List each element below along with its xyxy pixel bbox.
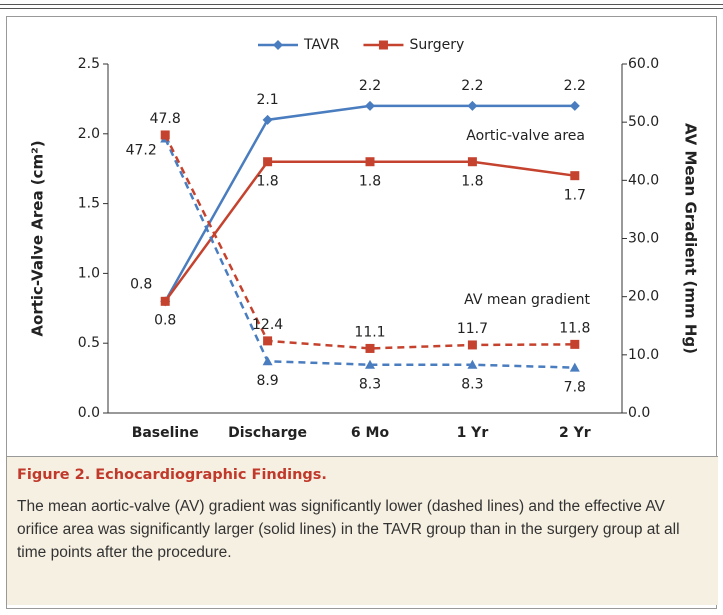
marker [365,157,375,167]
y2-tick-label: 0.0 [628,405,650,421]
caption-heading: Figure 2. Echocardiographic Findings. [17,467,708,483]
marker [570,171,580,181]
x-tick-label: 2 Yr [559,425,591,441]
value-label: 11.1 [354,324,385,340]
series-line [164,137,575,369]
marker [569,362,580,372]
value-label: 1.8 [359,174,381,190]
marker [467,340,477,350]
y-axis-label: Aortic-Valve Area (cm²) [29,140,47,336]
figure-label: Figure 2. [17,467,91,483]
y-tick-label: 2.5 [78,56,100,72]
marker [262,114,273,125]
marker [569,100,580,111]
y-tick-label: 1.0 [78,265,100,281]
y-tick-label: 2.0 [78,126,100,142]
value-label: 1.7 [564,188,586,204]
y-tick-label: 0.5 [78,335,100,351]
value-label: 8.9 [256,373,278,389]
value-label: 1.8 [461,174,483,190]
x-tick-label: Discharge [228,425,307,441]
marker [365,359,375,369]
y-tick-label: 0.0 [78,405,100,421]
y2-tick-label: 20.0 [628,289,659,305]
x-tick-label: 6 Mo [351,425,390,441]
value-label: 0.8 [130,276,152,292]
marker [160,130,170,140]
top-rule [0,4,723,9]
value-label: 2.2 [564,78,586,94]
y2-tick-label: 40.0 [628,172,659,188]
x-tick-label: Baseline [132,425,199,441]
marker [467,100,478,111]
marker [263,336,273,346]
value-label: 7.8 [564,380,586,396]
value-label: 8.3 [461,377,483,393]
x-tick-label: 1 Yr [457,425,489,441]
value-label: 11.7 [457,321,488,337]
marker [263,157,273,167]
chart: 0.0 0.5 1.0 1.5 2.0 2.5 0.0 10.0 20.0 30.0 40.0 50.… [29,37,700,441]
marker [570,339,580,349]
marker [365,343,375,353]
value-label: 12.4 [252,317,283,333]
value-label: 47.2 [126,142,157,158]
marker [365,100,375,111]
y2-tick-label: 60.0 [628,56,659,72]
value-label: 2.1 [256,92,278,108]
y-tick-label: 1.5 [78,196,100,212]
value-label: 2.2 [461,78,483,94]
annotation: AV mean gradient [464,292,590,308]
y2-tick-label: 50.0 [628,114,659,130]
marker [378,40,388,50]
value-label: 11.8 [559,320,590,336]
figure-title: Echocardiographic Findings. [95,467,327,483]
value-label: 1.8 [256,174,278,190]
value-label: 2.2 [359,78,381,94]
annotation: Aortic-valve area [466,128,585,144]
value-label: 8.3 [359,377,381,393]
legend-label: Surgery [409,37,464,53]
marker [262,356,273,366]
value-label: 47.8 [150,111,181,127]
marker [160,296,170,306]
y2-axis-label: AV Mean Gradient (mm Hg) [682,123,700,354]
marker [467,359,478,369]
legend-label: TAVR [303,37,340,53]
caption: Figure 2. Echocardiographic Findings. Th… [7,456,718,605]
figure-frame [6,16,717,609]
caption-text: The mean aortic-valve (AV) gradient was … [17,498,680,561]
marker [467,157,477,167]
y2-tick-label: 30.0 [628,231,659,247]
series-line [164,134,575,350]
value-label: 0.8 [154,312,176,328]
y2-tick-label: 10.0 [628,347,659,363]
marker [273,40,283,50]
